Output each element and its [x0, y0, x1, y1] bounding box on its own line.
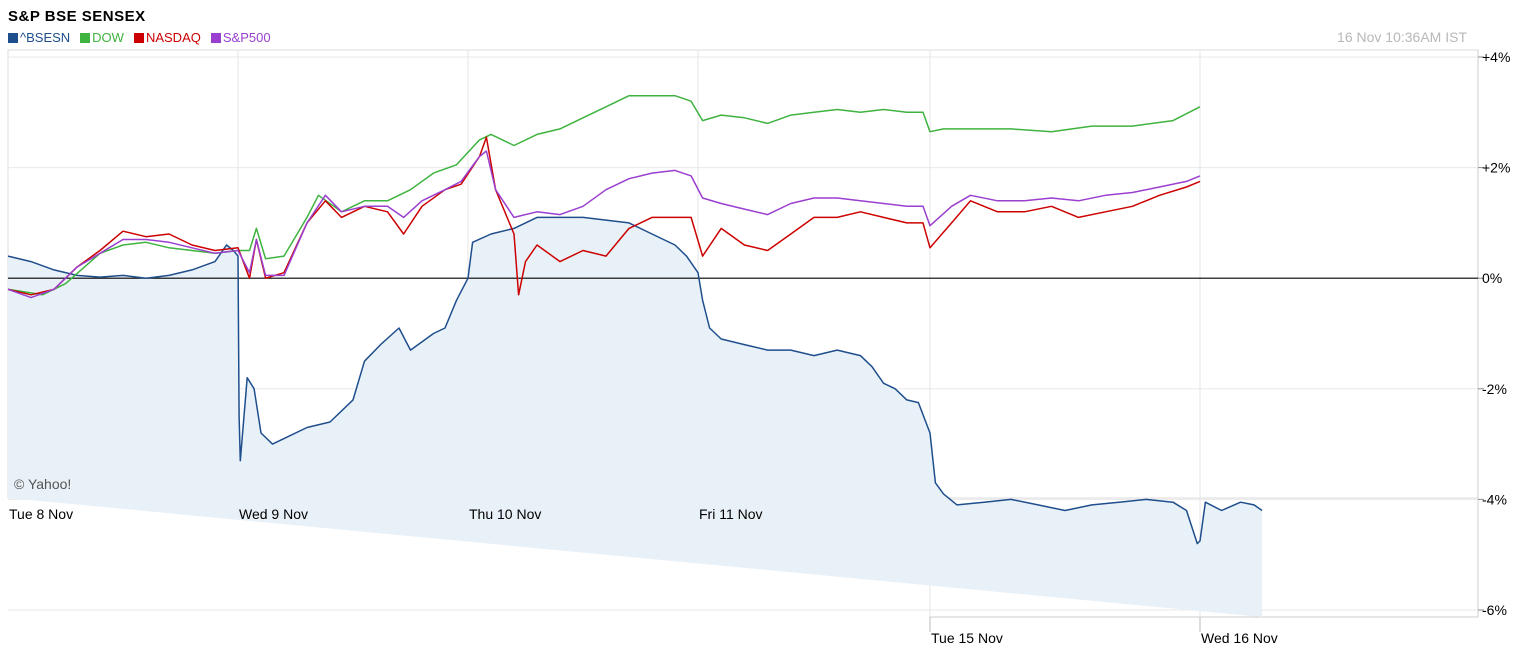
x-session-label-bottom-1: Wed 16 Nov [1201, 630, 1278, 646]
legend-item-2: NASDAQ [133, 30, 201, 45]
series-line-3 [7, 150, 1201, 299]
legend-swatch-3 [210, 32, 221, 43]
x-session-label-bottom-0: Tue 15 Nov [931, 630, 1003, 646]
y-tick-label-4: -4% [1482, 491, 1507, 507]
y-tick-label-0: +4% [1482, 49, 1510, 65]
x-session-label-2: Thu 10 Nov [469, 506, 541, 522]
legend-item-1: DOW [80, 30, 124, 45]
series-line-2 [7, 136, 1201, 296]
legend-label-0: ^BSESN [20, 30, 71, 45]
legend-swatch-1 [80, 32, 91, 43]
legend-item-3: S&P500 [210, 30, 271, 45]
x-session-label-3: Fri 11 Nov [699, 506, 763, 522]
timestamp: 16 Nov 10:36AM IST [1337, 29, 1467, 45]
y-tick-label-5: -6% [1482, 602, 1507, 618]
series-area-0 [8, 217, 1263, 617]
x-session-label-0: Tue 8 Nov [9, 506, 73, 522]
yahoo-watermark: © Yahoo! [14, 476, 71, 492]
y-tick-label-3: -2% [1482, 381, 1507, 397]
y-tick-label-2: 0% [1482, 270, 1502, 286]
x-session-label-1: Wed 9 Nov [239, 506, 308, 522]
legend-label-3: S&P500 [222, 30, 271, 45]
legend-label-2: NASDAQ [145, 30, 201, 45]
legend-item-0: ^BSESN [8, 30, 70, 45]
chart-title: S&P BSE SENSEX [8, 8, 146, 25]
series-line-0 [7, 216, 1263, 545]
legend: ^BSESN DOW NASDAQ S&P500 [8, 30, 271, 45]
legend-label-1: DOW [92, 30, 124, 45]
y-tick-label-1: +2% [1482, 160, 1510, 176]
legend-swatch-2 [133, 32, 144, 43]
legend-swatch-0 [8, 32, 18, 43]
